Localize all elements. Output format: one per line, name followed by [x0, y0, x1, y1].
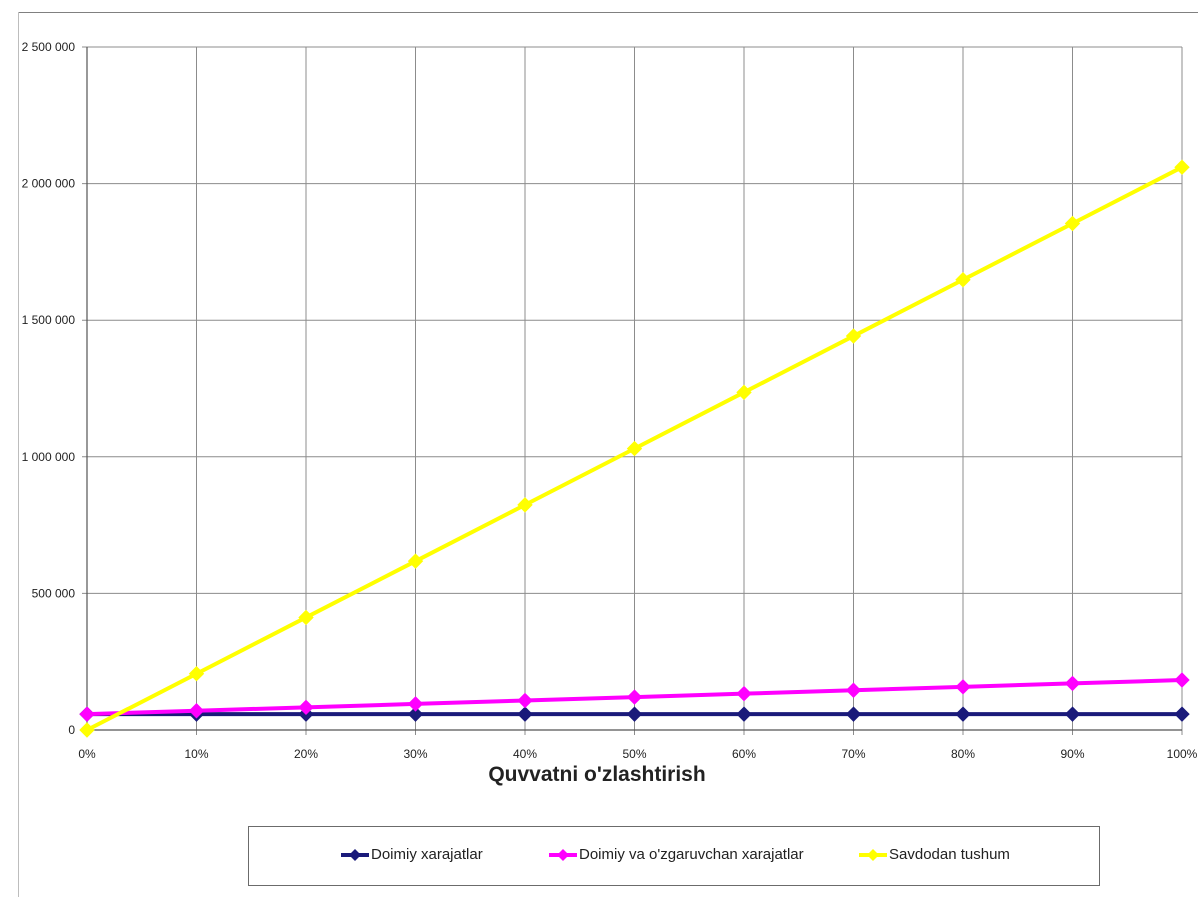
x-tick-label: 80% [951, 747, 975, 761]
data-point [1174, 159, 1190, 175]
x-tick-label: 70% [841, 747, 865, 761]
x-axis-label: Quvvatni o'zlashtirish [488, 763, 705, 786]
data-point [955, 272, 971, 288]
data-point [1064, 675, 1081, 692]
data-point [407, 706, 424, 722]
data-point [626, 440, 643, 457]
data-point [845, 682, 862, 698]
x-axis-ticks: 0% 10% 20% 30% 40% 50% 60% 70% 80% 90% 100% [78, 747, 1197, 761]
data-point [845, 328, 862, 344]
legend-swatch [549, 848, 577, 861]
x-tick-label: 100% [1167, 747, 1198, 761]
chart-frame-top-border [18, 12, 1198, 13]
data-point [736, 685, 752, 702]
legend: Doimiy xarajatlar Doimiy va o'zgaruvchan … [248, 826, 1100, 886]
legend-swatch [341, 848, 369, 861]
series-doimiy-va-o-zgaruvchan-xarajatlar [79, 672, 1190, 722]
data-point [517, 692, 533, 709]
series-lines [79, 159, 1190, 738]
data-point [79, 706, 95, 722]
data-point [298, 699, 314, 716]
data-point [1064, 706, 1081, 722]
y-tick-label: 1 500 000 [22, 313, 76, 327]
chart-frame-left-border [18, 12, 19, 897]
data-point [1064, 215, 1081, 232]
data-point [188, 666, 205, 682]
y-axis-ticks: 0 500 000 1 000 000 1 500 000 2 000 000 2 500… [22, 40, 76, 737]
x-tick-label: 60% [732, 747, 756, 761]
data-point [517, 497, 533, 513]
x-tick-label: 20% [294, 747, 318, 761]
legend-swatch [859, 848, 887, 861]
data-point [955, 679, 971, 695]
x-tick-label: 30% [403, 747, 427, 761]
legend-label: Doimiy xarajatlar [371, 846, 483, 863]
grid-lines [82, 46, 1183, 735]
legend-item: Doimiy xarajatlar [341, 846, 483, 863]
data-point [188, 703, 205, 719]
x-tick-label: 50% [622, 747, 646, 761]
data-point [517, 706, 533, 722]
data-point [298, 609, 314, 626]
data-point [626, 689, 643, 705]
y-tick-label: 1 000 000 [22, 450, 76, 464]
data-point [1174, 706, 1190, 722]
x-tick-label: 90% [1060, 747, 1084, 761]
data-point [626, 706, 643, 722]
data-point [955, 706, 971, 722]
y-tick-label: 2 000 000 [22, 177, 76, 191]
legend-item: Savdodan tushum [859, 846, 1010, 863]
legend-label: Savdodan tushum [889, 846, 1010, 863]
x-tick-label: 0% [78, 747, 96, 761]
x-tick-label: 40% [513, 747, 537, 761]
data-point [736, 706, 752, 722]
y-tick-label: 2 500 000 [22, 40, 76, 54]
data-point [407, 696, 424, 712]
data-point [407, 553, 424, 569]
series-savdodan-tushum [79, 159, 1190, 738]
y-tick-label: 0 [68, 723, 75, 737]
data-point [1174, 672, 1190, 688]
data-point [845, 706, 862, 722]
legend-item: Doimiy va o'zgaruvchan xarajatlar [549, 846, 804, 863]
x-tick-label: 10% [184, 747, 208, 761]
data-point [79, 722, 95, 738]
y-tick-label: 500 000 [32, 586, 76, 600]
data-point [736, 384, 752, 401]
legend-label: Doimiy va o'zgaruvchan xarajatlar [579, 846, 804, 863]
